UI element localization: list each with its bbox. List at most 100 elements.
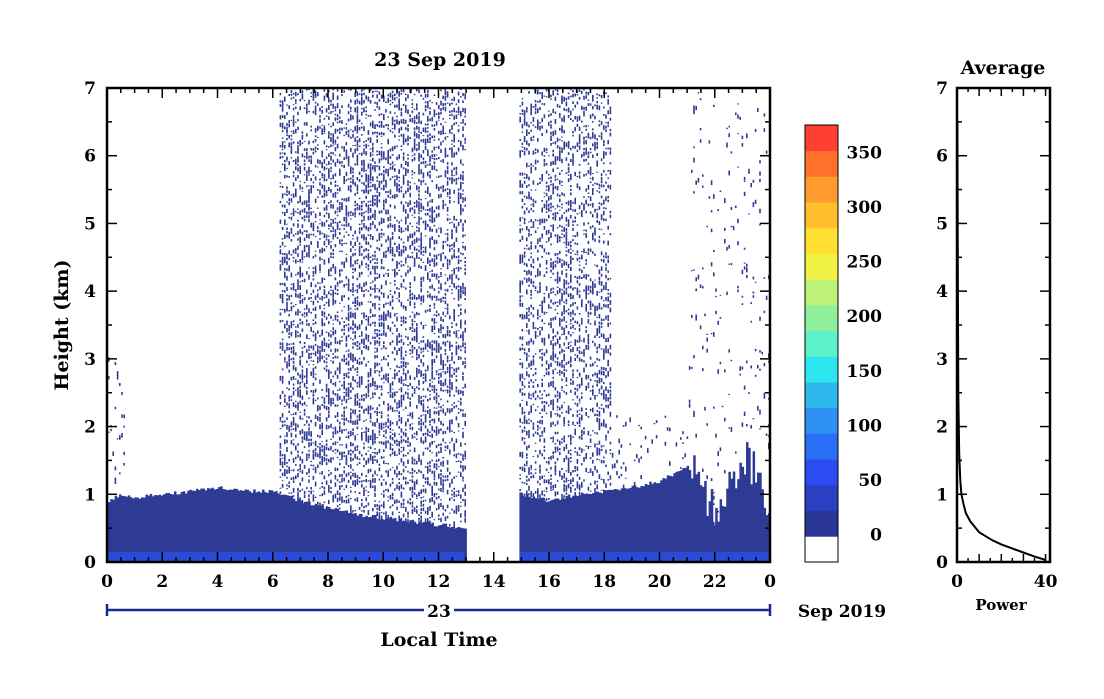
heatmap-boundary-layer-column bbox=[222, 489, 225, 562]
heatmap-speckle bbox=[539, 390, 541, 393]
heatmap-boundary-layer-column bbox=[136, 497, 140, 562]
heatmap-speckle bbox=[453, 525, 455, 529]
heatmap-speckle bbox=[279, 182, 282, 184]
heatmap-speckle bbox=[330, 438, 332, 440]
heatmap-speckle bbox=[350, 307, 352, 310]
heatmap-speckle bbox=[367, 383, 370, 387]
heatmap-speckle bbox=[312, 393, 315, 397]
heatmap-speckle bbox=[526, 308, 528, 310]
heatmap-speckle bbox=[341, 127, 343, 131]
heatmap-speckle bbox=[361, 208, 363, 211]
heatmap-speckle bbox=[420, 463, 422, 466]
heatmap-speckle bbox=[424, 324, 427, 326]
heatmap-speckle bbox=[387, 440, 389, 444]
heatmap-speckle bbox=[548, 155, 550, 157]
heatmap-speckle bbox=[363, 357, 365, 361]
heatmap-speckle bbox=[354, 316, 356, 319]
heatmap-speckle bbox=[369, 114, 372, 117]
heatmap-speckle bbox=[339, 369, 341, 374]
heatmap-speckle bbox=[396, 339, 398, 344]
heatmap-speckle bbox=[451, 352, 453, 356]
heatmap-speckle bbox=[361, 227, 363, 231]
heatmap-speckle bbox=[367, 491, 370, 493]
heatmap-speckle bbox=[367, 200, 370, 203]
heatmap-speckle bbox=[281, 156, 284, 158]
heatmap-speckle bbox=[295, 292, 297, 298]
heatmap-speckle bbox=[422, 488, 425, 493]
heatmap-speckle bbox=[299, 180, 301, 182]
heatmap-speckle bbox=[336, 143, 339, 149]
heatmap-speckle bbox=[422, 135, 425, 137]
heatmap-speckle bbox=[288, 347, 290, 351]
heatmap-speckle bbox=[457, 460, 460, 462]
heatmap-speckle bbox=[303, 494, 306, 499]
heatmap-speckle bbox=[295, 210, 297, 213]
heatmap-speckle bbox=[306, 371, 308, 376]
heatmap-speckle bbox=[358, 283, 361, 288]
heatmap-speckle bbox=[339, 321, 341, 325]
heatmap-speckle bbox=[411, 412, 414, 417]
heatmap-speckle bbox=[413, 347, 416, 350]
heatmap-speckle bbox=[339, 459, 341, 461]
heatmap-speckle bbox=[387, 94, 389, 97]
heatmap-speckle bbox=[427, 466, 429, 471]
heatmap-boundary-layer-column bbox=[270, 490, 274, 562]
heatmap-speckle bbox=[429, 505, 431, 510]
heatmap-speckle bbox=[400, 186, 403, 189]
heatmap-speckle bbox=[521, 258, 524, 264]
heatmap-speckle bbox=[356, 128, 359, 134]
heatmap-speckle bbox=[281, 472, 284, 476]
heatmap-speckle bbox=[108, 375, 110, 380]
heatmap-speckle bbox=[317, 330, 319, 334]
heatmap-speckle bbox=[457, 222, 460, 227]
heatmap-speckle bbox=[453, 268, 455, 272]
heatmap-speckle bbox=[541, 337, 543, 343]
heatmap-speckle bbox=[391, 429, 394, 431]
heatmap-speckle bbox=[416, 185, 418, 191]
heatmap-speckle bbox=[281, 212, 284, 214]
heatmap-speckle bbox=[442, 363, 444, 368]
heatmap-speckle bbox=[369, 178, 372, 181]
heatmap-speckle bbox=[339, 462, 341, 466]
heatmap-speckle bbox=[303, 230, 306, 232]
heatmap-speckle bbox=[519, 388, 521, 393]
heatmap-speckle bbox=[398, 403, 400, 409]
heatmap-speckle bbox=[405, 220, 407, 225]
heatmap-speckle bbox=[328, 172, 330, 177]
heatmap-speckle bbox=[358, 93, 361, 95]
heatmap-speckle bbox=[361, 100, 363, 106]
heatmap-speckle bbox=[323, 185, 326, 190]
heatmap-boundary-layer-column bbox=[121, 495, 124, 562]
heatmap-speckle bbox=[383, 151, 385, 155]
heatmap-speckle bbox=[288, 313, 290, 317]
heatmap-speckle bbox=[407, 299, 409, 301]
heatmap-speckle bbox=[310, 442, 312, 446]
heatmap-speckle bbox=[545, 241, 548, 243]
heatmap-boundary-layer-column bbox=[528, 496, 531, 562]
heatmap-speckle bbox=[411, 296, 414, 300]
heatmap-speckle bbox=[464, 443, 466, 445]
heatmap-speckle bbox=[550, 381, 552, 387]
heatmap-speckle bbox=[418, 245, 420, 247]
heatmap-speckle bbox=[341, 205, 343, 211]
heatmap-speckle bbox=[310, 460, 312, 463]
heatmap-speckle bbox=[279, 320, 282, 323]
heatmap-speckle bbox=[543, 490, 546, 492]
heatmap-speckle bbox=[363, 290, 365, 293]
heatmap-speckle bbox=[367, 394, 370, 397]
heatmap-speckle bbox=[369, 163, 372, 167]
heatmap-speckle bbox=[532, 355, 535, 359]
heatmap-speckle bbox=[537, 309, 539, 314]
heatmap-speckle bbox=[539, 472, 541, 474]
heatmap-speckle bbox=[387, 161, 389, 164]
heatmap-speckle bbox=[387, 157, 389, 162]
heatmap-speckle bbox=[530, 103, 532, 108]
heatmap-speckle bbox=[354, 342, 356, 346]
heatmap-speckle bbox=[352, 301, 354, 304]
heatmap-speckle bbox=[303, 140, 306, 142]
heatmap-speckle bbox=[418, 294, 420, 300]
heatmap-speckle bbox=[391, 433, 394, 435]
heatmap-speckle bbox=[301, 224, 304, 229]
heatmap-speckle bbox=[418, 190, 420, 193]
heatmap-speckle bbox=[345, 156, 348, 160]
